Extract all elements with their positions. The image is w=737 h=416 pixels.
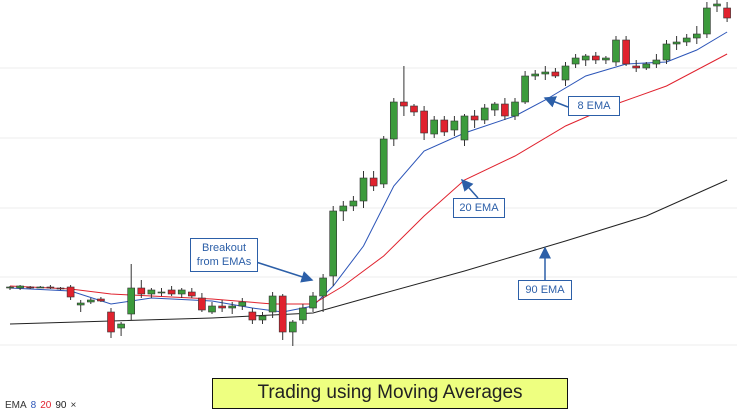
candle-body <box>66 286 75 298</box>
candle-body <box>167 289 176 295</box>
candle-body <box>208 305 216 313</box>
candle-body <box>521 75 529 103</box>
candle-body <box>228 305 236 309</box>
candle-body <box>561 65 570 81</box>
candle-body <box>248 311 257 321</box>
candle-body <box>87 299 95 303</box>
ema-line <box>9 31 728 313</box>
candle-body <box>127 287 135 315</box>
candle-body <box>541 71 550 75</box>
candle-body <box>501 103 509 117</box>
candle-body <box>642 63 651 69</box>
candle-body <box>117 323 125 329</box>
candle-body <box>703 7 711 35</box>
candle-body <box>278 295 287 333</box>
candle-body <box>16 285 24 289</box>
arrow <box>255 261 314 283</box>
candle-body <box>571 57 580 65</box>
candle-body <box>218 305 226 309</box>
candle-body <box>662 43 671 61</box>
candle-body <box>450 120 459 131</box>
annotation: 90 EMA <box>518 280 572 300</box>
candle-body <box>309 295 317 309</box>
candle-body <box>581 55 590 61</box>
candle-body <box>369 177 378 187</box>
candle-body <box>329 210 338 277</box>
legend: EMA 8 20 90 × <box>2 400 84 411</box>
ema-line <box>9 53 728 305</box>
candle-body <box>470 115 479 121</box>
candle-body <box>612 39 620 63</box>
candle-body <box>56 287 65 290</box>
candle-body <box>268 295 277 313</box>
candle-body <box>632 65 641 69</box>
candle-body <box>177 289 186 295</box>
legend-entry: 8 <box>30 400 37 411</box>
candle-body <box>238 301 247 307</box>
candle-body <box>6 286 14 289</box>
candle-body <box>258 315 267 321</box>
candle-body <box>692 33 701 39</box>
candle-body <box>723 7 731 19</box>
legend-entry: 20 <box>40 400 52 411</box>
candle-body <box>551 71 560 77</box>
chart-title: Trading using Moving Averages <box>212 378 568 409</box>
candle-body <box>26 286 35 289</box>
candle-body <box>359 177 368 202</box>
annotation: 20 EMA <box>453 198 505 218</box>
candle-body <box>531 73 540 77</box>
annotation-arrows <box>255 96 569 283</box>
candle-body <box>349 200 358 207</box>
candle-body <box>420 110 428 134</box>
candle-body <box>299 307 307 321</box>
candle-body <box>107 311 115 333</box>
candle-body <box>188 291 196 297</box>
candle-body <box>490 103 499 111</box>
legend-label: EMA <box>5 400 27 411</box>
ema-line <box>9 179 728 325</box>
annotation: Breakout from EMAs <box>190 238 258 272</box>
candle-body <box>379 138 388 185</box>
candle-body <box>682 37 691 43</box>
candle-body <box>511 101 519 117</box>
candle-body <box>198 297 206 311</box>
candle-body <box>339 205 348 212</box>
candle-body <box>460 115 469 141</box>
candle-body <box>288 321 297 333</box>
candle-body <box>713 3 721 7</box>
candle-body <box>147 289 156 295</box>
candle-body <box>430 119 439 135</box>
candle-body <box>157 291 166 294</box>
candle-body <box>36 286 45 289</box>
candle-body <box>440 119 449 133</box>
candle-body <box>652 59 661 65</box>
candle-body <box>602 57 610 61</box>
candle-body <box>46 286 55 289</box>
annotation: 8 EMA <box>568 96 620 116</box>
candle-body <box>672 41 681 45</box>
candle-body <box>97 298 105 302</box>
candle-body <box>480 107 489 121</box>
candle-body <box>591 55 600 61</box>
candle-body <box>319 277 327 297</box>
candle-body <box>400 101 408 107</box>
legend-close[interactable]: × <box>70 400 77 411</box>
candle-body <box>389 101 398 140</box>
legend-entry: 90 <box>55 400 67 411</box>
arrow <box>461 178 479 199</box>
candle-body <box>410 105 418 113</box>
candle-body <box>622 39 630 65</box>
arrow <box>543 96 569 108</box>
candle-body <box>137 287 146 295</box>
candle-body <box>76 302 85 306</box>
